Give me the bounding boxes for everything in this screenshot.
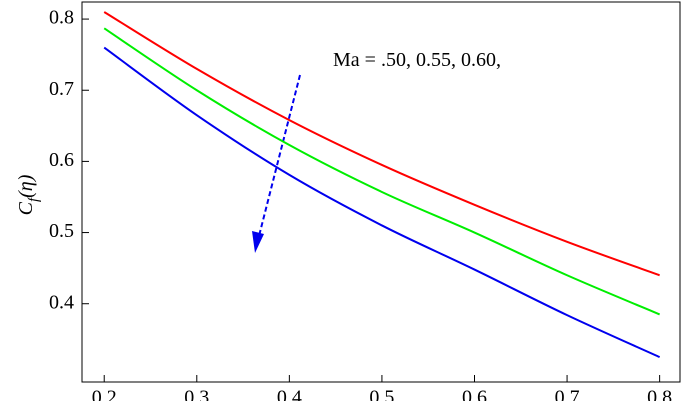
line-series: [103, 27, 661, 316]
arrow-head: [252, 231, 264, 253]
arrow: [252, 74, 301, 253]
x-tick-label: 0.3: [184, 387, 209, 401]
line-series: [103, 46, 661, 359]
y-label-rest: (η): [15, 174, 37, 198]
y-tick-label: 0.7: [49, 78, 74, 100]
x-tick-label: 0.6: [462, 387, 487, 401]
x-tick-label: 0.7: [555, 387, 580, 401]
y-label-sub: f: [26, 196, 42, 202]
y-label-main: C: [15, 201, 37, 215]
x-tick-label: 0.4: [277, 387, 302, 401]
y-axis-label: Cf(η): [15, 174, 42, 215]
y-tick-label: 0.5: [49, 220, 74, 242]
y-tick-label: 0.8: [49, 7, 74, 29]
arrow-shaft: [257, 74, 301, 241]
x-tick-label: 0.8: [647, 387, 672, 401]
x-tick-label: 0.2: [92, 387, 117, 401]
x-tick-label: 0.5: [369, 387, 394, 401]
plot-frame: [81, 1, 681, 383]
y-tick-label: 0.6: [49, 149, 74, 171]
line-series: [103, 11, 660, 277]
annotation: Ma = .50, 0.55, 0.60,: [333, 49, 501, 71]
y-tick-label: 0.4: [49, 291, 74, 313]
